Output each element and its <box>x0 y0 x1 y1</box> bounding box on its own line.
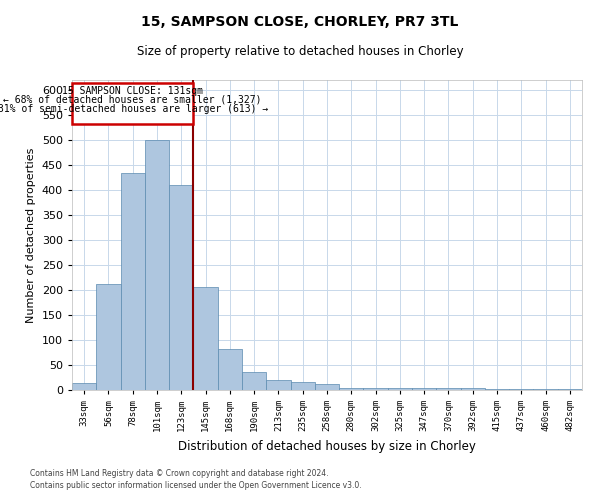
Y-axis label: Number of detached properties: Number of detached properties <box>26 148 36 322</box>
Bar <box>242 372 266 390</box>
Bar <box>193 286 218 390</box>
Bar <box>339 388 364 390</box>
X-axis label: Distribution of detached houses by size in Chorley: Distribution of detached houses by size … <box>178 440 476 452</box>
Bar <box>388 388 412 390</box>
Bar <box>218 348 242 390</box>
Text: Contains public sector information licensed under the Open Government Licence v3: Contains public sector information licen… <box>30 481 362 490</box>
Bar <box>290 382 315 390</box>
FancyBboxPatch shape <box>72 82 193 124</box>
Bar <box>72 382 96 390</box>
Bar <box>121 172 145 390</box>
Bar <box>169 185 193 390</box>
Bar <box>315 384 339 390</box>
Bar <box>364 388 388 390</box>
Bar <box>96 284 121 390</box>
Bar <box>558 388 582 390</box>
Bar <box>266 380 290 390</box>
Bar <box>485 388 509 390</box>
Text: Contains HM Land Registry data © Crown copyright and database right 2024.: Contains HM Land Registry data © Crown c… <box>30 468 329 477</box>
Text: ← 68% of detached houses are smaller (1,327): ← 68% of detached houses are smaller (1,… <box>4 95 262 105</box>
Bar <box>436 388 461 390</box>
Bar <box>145 140 169 390</box>
Text: 15, SAMPSON CLOSE, CHORLEY, PR7 3TL: 15, SAMPSON CLOSE, CHORLEY, PR7 3TL <box>142 15 458 29</box>
Bar <box>461 388 485 390</box>
Bar <box>509 388 533 390</box>
Text: 15 SAMPSON CLOSE: 131sqm: 15 SAMPSON CLOSE: 131sqm <box>62 86 203 97</box>
Text: Size of property relative to detached houses in Chorley: Size of property relative to detached ho… <box>137 45 463 58</box>
Bar <box>533 388 558 390</box>
Text: 31% of semi-detached houses are larger (613) →: 31% of semi-detached houses are larger (… <box>0 104 268 114</box>
Bar <box>412 388 436 390</box>
